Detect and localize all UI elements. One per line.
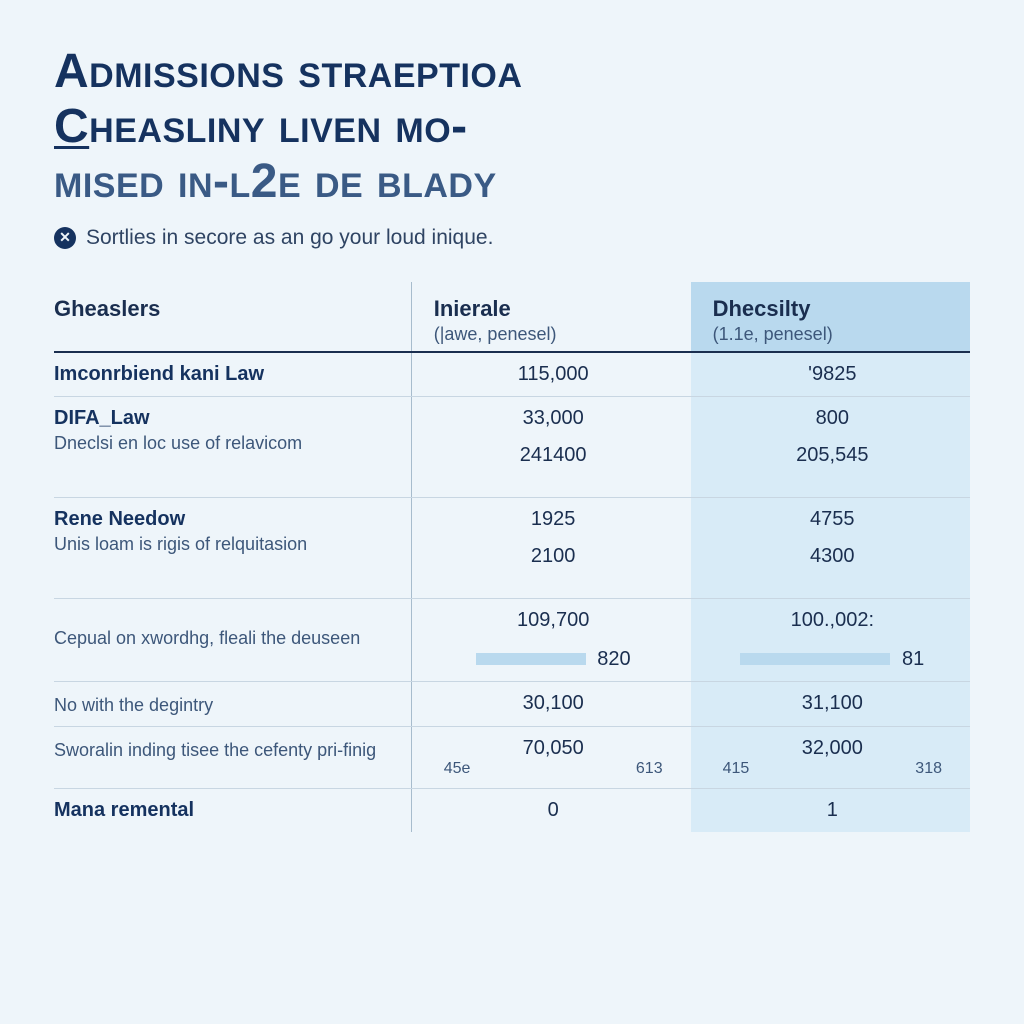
- cell-c: 32,000 415318: [691, 727, 970, 789]
- row-label: Mana remental: [54, 799, 194, 821]
- table-row: No with the degintry 30,100 31,100: [54, 681, 970, 727]
- cell-c: 1: [691, 789, 970, 833]
- cell-b: 70,050 45e613: [411, 727, 690, 789]
- subtitle-text: Sortlies in secore as an go your loud in…: [86, 226, 493, 250]
- cell-c: '9825: [691, 352, 970, 397]
- row-desc: Cepual on xwordhg, fleali the deuseen: [54, 627, 393, 650]
- cell-c: 31,100: [691, 681, 970, 727]
- table-header-row: Gheaslers Inierale (|awe, penesel) Dhecs…: [54, 282, 970, 352]
- page-title: Admissions straeptioa Cheasliny liven mo…: [54, 44, 970, 210]
- cell-b: 30,100: [411, 681, 690, 727]
- col-header-a: Gheaslers: [54, 282, 411, 352]
- row-desc: Sworalin inding tisee the cefenty pri-fi…: [54, 739, 393, 762]
- table-row: Cepual on xwordhg, fleali the deuseen 10…: [54, 598, 970, 681]
- close-icon: ✕: [54, 227, 76, 249]
- title-line2a: C: [54, 100, 89, 153]
- table-row-spacer: [54, 477, 970, 498]
- col-header-b: Inierale (|awe, penesel): [411, 282, 690, 352]
- table-row: Rene Needow Unis loam is rigis of relqui…: [54, 497, 970, 578]
- title-line1a: Admissions: [54, 45, 284, 98]
- pair-numbers: 415318: [713, 760, 952, 778]
- cell-b: 109,700 820: [411, 598, 690, 681]
- row-label: Imconrbiend kani Law: [54, 363, 264, 385]
- cell-b: 0: [411, 789, 690, 833]
- row-desc: No with the degintry: [54, 694, 393, 717]
- cell-b: 115,000: [411, 352, 690, 397]
- table-body: Imconrbiend kani Law 115,000 '9825 DIFA_…: [54, 352, 970, 833]
- subtitle-row: ✕ Sortlies in secore as an go your loud …: [54, 226, 970, 250]
- table-row: DIFA_Law Dneclsi en loc use of relavicom…: [54, 396, 970, 477]
- cell-c: 100.,002: 81: [691, 598, 970, 681]
- cell-b: 33,000 241400: [411, 396, 690, 477]
- title-line1b: straeptioa: [284, 45, 522, 98]
- table-row-spacer: [54, 578, 970, 599]
- pair-numbers: 45e613: [434, 760, 673, 778]
- row-label: DIFA_Law: [54, 407, 150, 429]
- row-desc: Dneclsi en loc use of relavicom: [54, 432, 393, 455]
- table-row: Sworalin inding tisee the cefenty pri-fi…: [54, 727, 970, 789]
- mini-bar: [476, 653, 586, 665]
- row-desc: Unis loam is rigis of relquitasion: [54, 533, 393, 556]
- table-row: Imconrbiend kani Law 115,000 '9825: [54, 352, 970, 397]
- title-line3: mised in-l2e de blady: [54, 154, 970, 209]
- data-table: Gheaslers Inierale (|awe, penesel) Dhecs…: [54, 282, 970, 833]
- cell-c: 800 205,545: [691, 396, 970, 477]
- table-row: Mana remental 0 1: [54, 789, 970, 833]
- cell-c: 4755 4300: [691, 497, 970, 578]
- col-header-c: Dhecsilty (1.1e, penesel): [691, 282, 970, 352]
- mini-bar: [740, 653, 890, 665]
- row-label: Rene Needow: [54, 508, 185, 530]
- cell-b: 1925 2100: [411, 497, 690, 578]
- title-line2b: heasliny liven mo-: [89, 100, 467, 153]
